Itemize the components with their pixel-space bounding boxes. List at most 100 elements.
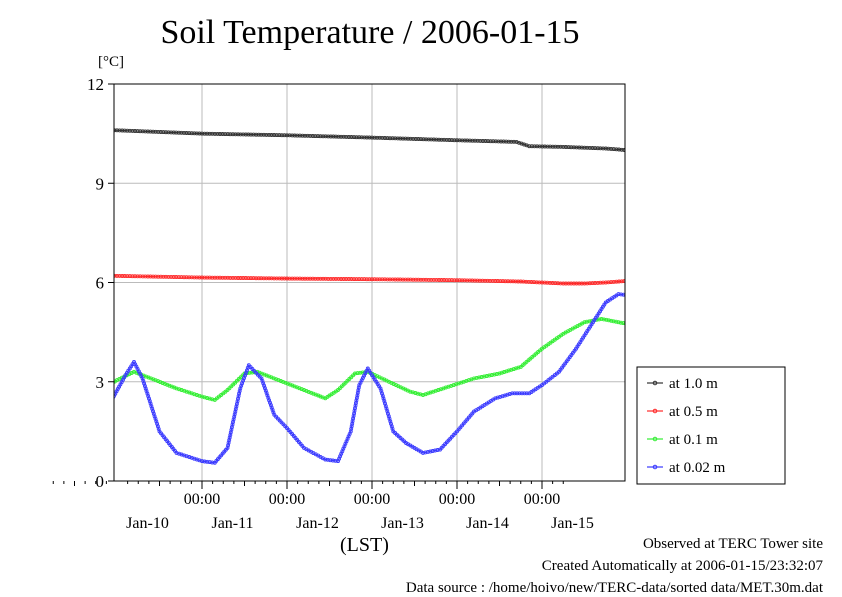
data-point bbox=[622, 279, 625, 284]
data-point bbox=[362, 135, 367, 140]
data-point bbox=[614, 319, 619, 324]
data-point bbox=[277, 276, 282, 281]
data-point bbox=[341, 134, 346, 139]
data-point bbox=[290, 276, 295, 281]
y-tick-label: 0 bbox=[96, 472, 105, 491]
data-point bbox=[215, 275, 220, 280]
series-markers-1 bbox=[114, 273, 625, 286]
data-point bbox=[395, 277, 400, 282]
y-tick-label: 3 bbox=[96, 373, 105, 392]
data-point bbox=[406, 277, 411, 282]
data-point bbox=[425, 449, 430, 454]
x-tick-label: 00:00 bbox=[184, 491, 220, 508]
data-point bbox=[428, 449, 433, 454]
data-point bbox=[606, 318, 611, 323]
x-tick-label: 00:00 bbox=[524, 491, 560, 508]
data-point bbox=[225, 132, 230, 137]
data-point bbox=[236, 276, 241, 280]
data-point bbox=[485, 278, 490, 283]
data-point bbox=[395, 136, 400, 141]
footer-source: Data source : /home/hoivo/new/TERC-data/… bbox=[405, 580, 823, 596]
series-markers-0 bbox=[114, 128, 625, 152]
data-point bbox=[621, 292, 625, 297]
x-day-label: Jan-10 bbox=[126, 515, 169, 532]
data-point bbox=[493, 279, 498, 283]
data-point bbox=[246, 276, 251, 281]
data-point bbox=[352, 277, 356, 282]
data-point bbox=[616, 292, 621, 297]
legend-swatch-marker bbox=[652, 408, 658, 414]
legend-swatch-marker bbox=[652, 380, 658, 386]
data-point bbox=[437, 278, 441, 282]
data-point bbox=[267, 132, 271, 137]
data-point bbox=[622, 148, 625, 152]
data-point bbox=[511, 279, 516, 284]
data-point bbox=[215, 131, 220, 136]
data-point bbox=[515, 391, 520, 396]
data-point bbox=[498, 279, 503, 284]
data-point bbox=[587, 319, 592, 324]
grid-layer bbox=[114, 84, 625, 481]
footer-created: Created Automatically at 2006-01-15/23:3… bbox=[541, 558, 823, 574]
data-point bbox=[331, 134, 336, 139]
data-point bbox=[310, 276, 315, 281]
data-point bbox=[611, 319, 616, 324]
x-tick-label: 00:00 bbox=[354, 491, 390, 508]
data-point bbox=[517, 391, 522, 396]
data-point bbox=[375, 135, 380, 140]
data-point bbox=[171, 130, 176, 135]
data-point bbox=[477, 375, 482, 380]
data-point bbox=[437, 137, 441, 142]
data-point bbox=[447, 138, 452, 142]
data-point bbox=[512, 391, 517, 396]
data-point bbox=[277, 133, 282, 138]
legend-swatch-marker bbox=[652, 464, 658, 470]
data-point bbox=[290, 133, 295, 138]
data-point bbox=[256, 132, 261, 137]
data-point bbox=[352, 135, 356, 140]
data-point bbox=[120, 274, 125, 278]
data-point bbox=[207, 460, 212, 465]
data-point bbox=[618, 320, 623, 325]
data-point bbox=[256, 276, 261, 281]
axis-layer: 0 3 6 9 12 00:00 00:00 00:00 00:00 00:00 Jan-10 Jan… bbox=[52, 75, 594, 532]
data-point bbox=[182, 275, 186, 280]
data-point bbox=[616, 320, 621, 325]
y-tick-label: 12 bbox=[87, 75, 104, 94]
x-day-label: Jan-13 bbox=[381, 515, 424, 532]
data-point bbox=[483, 139, 488, 143]
data-point bbox=[421, 450, 425, 455]
data-point bbox=[205, 275, 210, 280]
data-point bbox=[321, 134, 326, 139]
data-point bbox=[161, 274, 166, 279]
data-point bbox=[140, 274, 145, 279]
data-point bbox=[321, 276, 326, 281]
data-point bbox=[504, 139, 509, 144]
legend-label: at 1.0 m bbox=[669, 376, 718, 392]
legend-box bbox=[636, 366, 786, 485]
data-point bbox=[246, 132, 251, 137]
legend-label: at 0.1 m bbox=[669, 432, 718, 448]
data-point bbox=[416, 277, 421, 282]
legend-label: at 0.02 m bbox=[669, 460, 726, 476]
footer-observed: Observed at TERC Tower site bbox=[642, 536, 823, 552]
data-point bbox=[328, 458, 333, 463]
x-day-label: Jan-12 bbox=[296, 515, 339, 532]
x-day-label: Jan-11 bbox=[211, 515, 253, 532]
chart-title: Soil Temperature / 2006-01-15 bbox=[160, 14, 580, 51]
data-point bbox=[385, 136, 390, 141]
data-point bbox=[499, 370, 504, 375]
legend-layer: at 1.0 m at 0.5 m at 0.1 m at 0.02 m bbox=[636, 366, 786, 485]
data-point bbox=[120, 128, 125, 133]
data-point bbox=[462, 138, 467, 143]
data-point bbox=[475, 278, 480, 283]
legend-label: at 0.5 m bbox=[669, 404, 718, 420]
data-point bbox=[584, 319, 589, 324]
data-point bbox=[192, 275, 197, 280]
data-point bbox=[416, 137, 421, 141]
data-point bbox=[331, 276, 336, 281]
data-point bbox=[510, 391, 515, 396]
data-point bbox=[609, 318, 614, 323]
legend-swatch-marker bbox=[652, 436, 658, 442]
data-point bbox=[225, 275, 230, 280]
